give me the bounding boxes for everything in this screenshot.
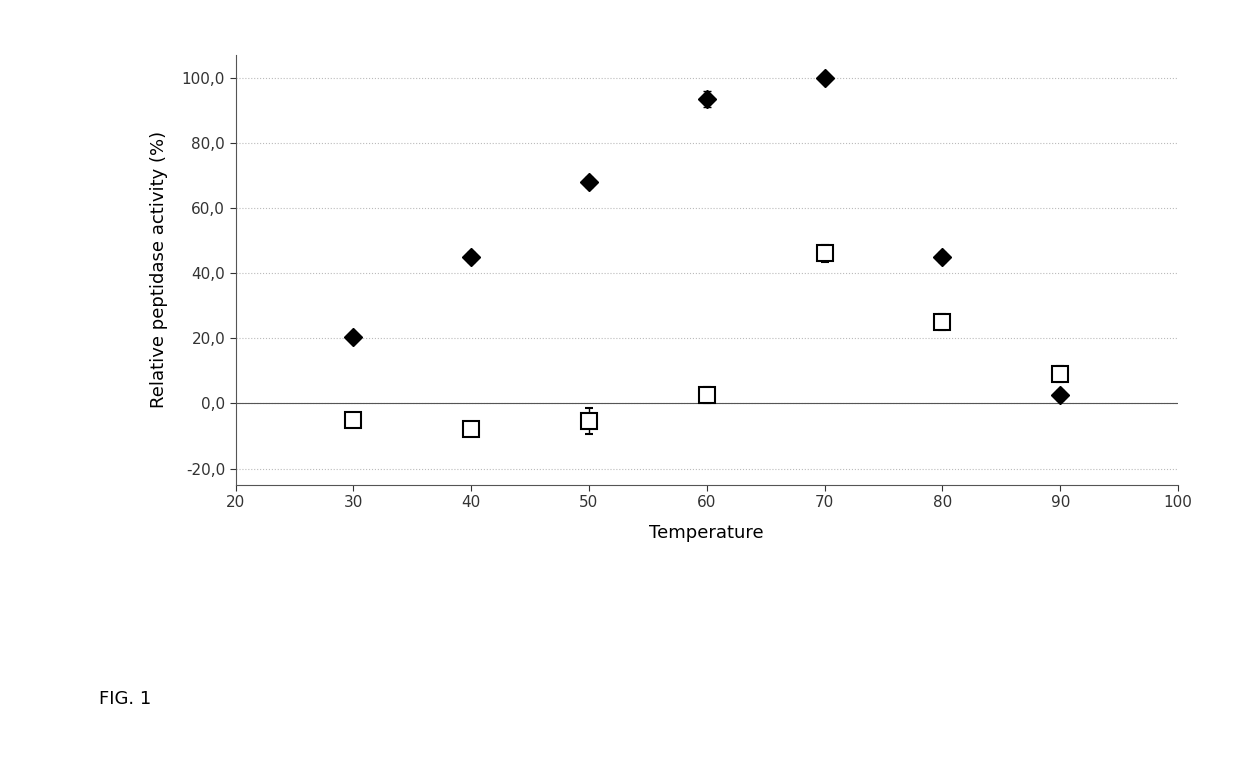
Y-axis label: Relative peptidase activity (%): Relative peptidase activity (%) (150, 131, 167, 408)
Text: FIG. 1: FIG. 1 (99, 690, 151, 708)
X-axis label: Temperature: Temperature (650, 524, 764, 542)
